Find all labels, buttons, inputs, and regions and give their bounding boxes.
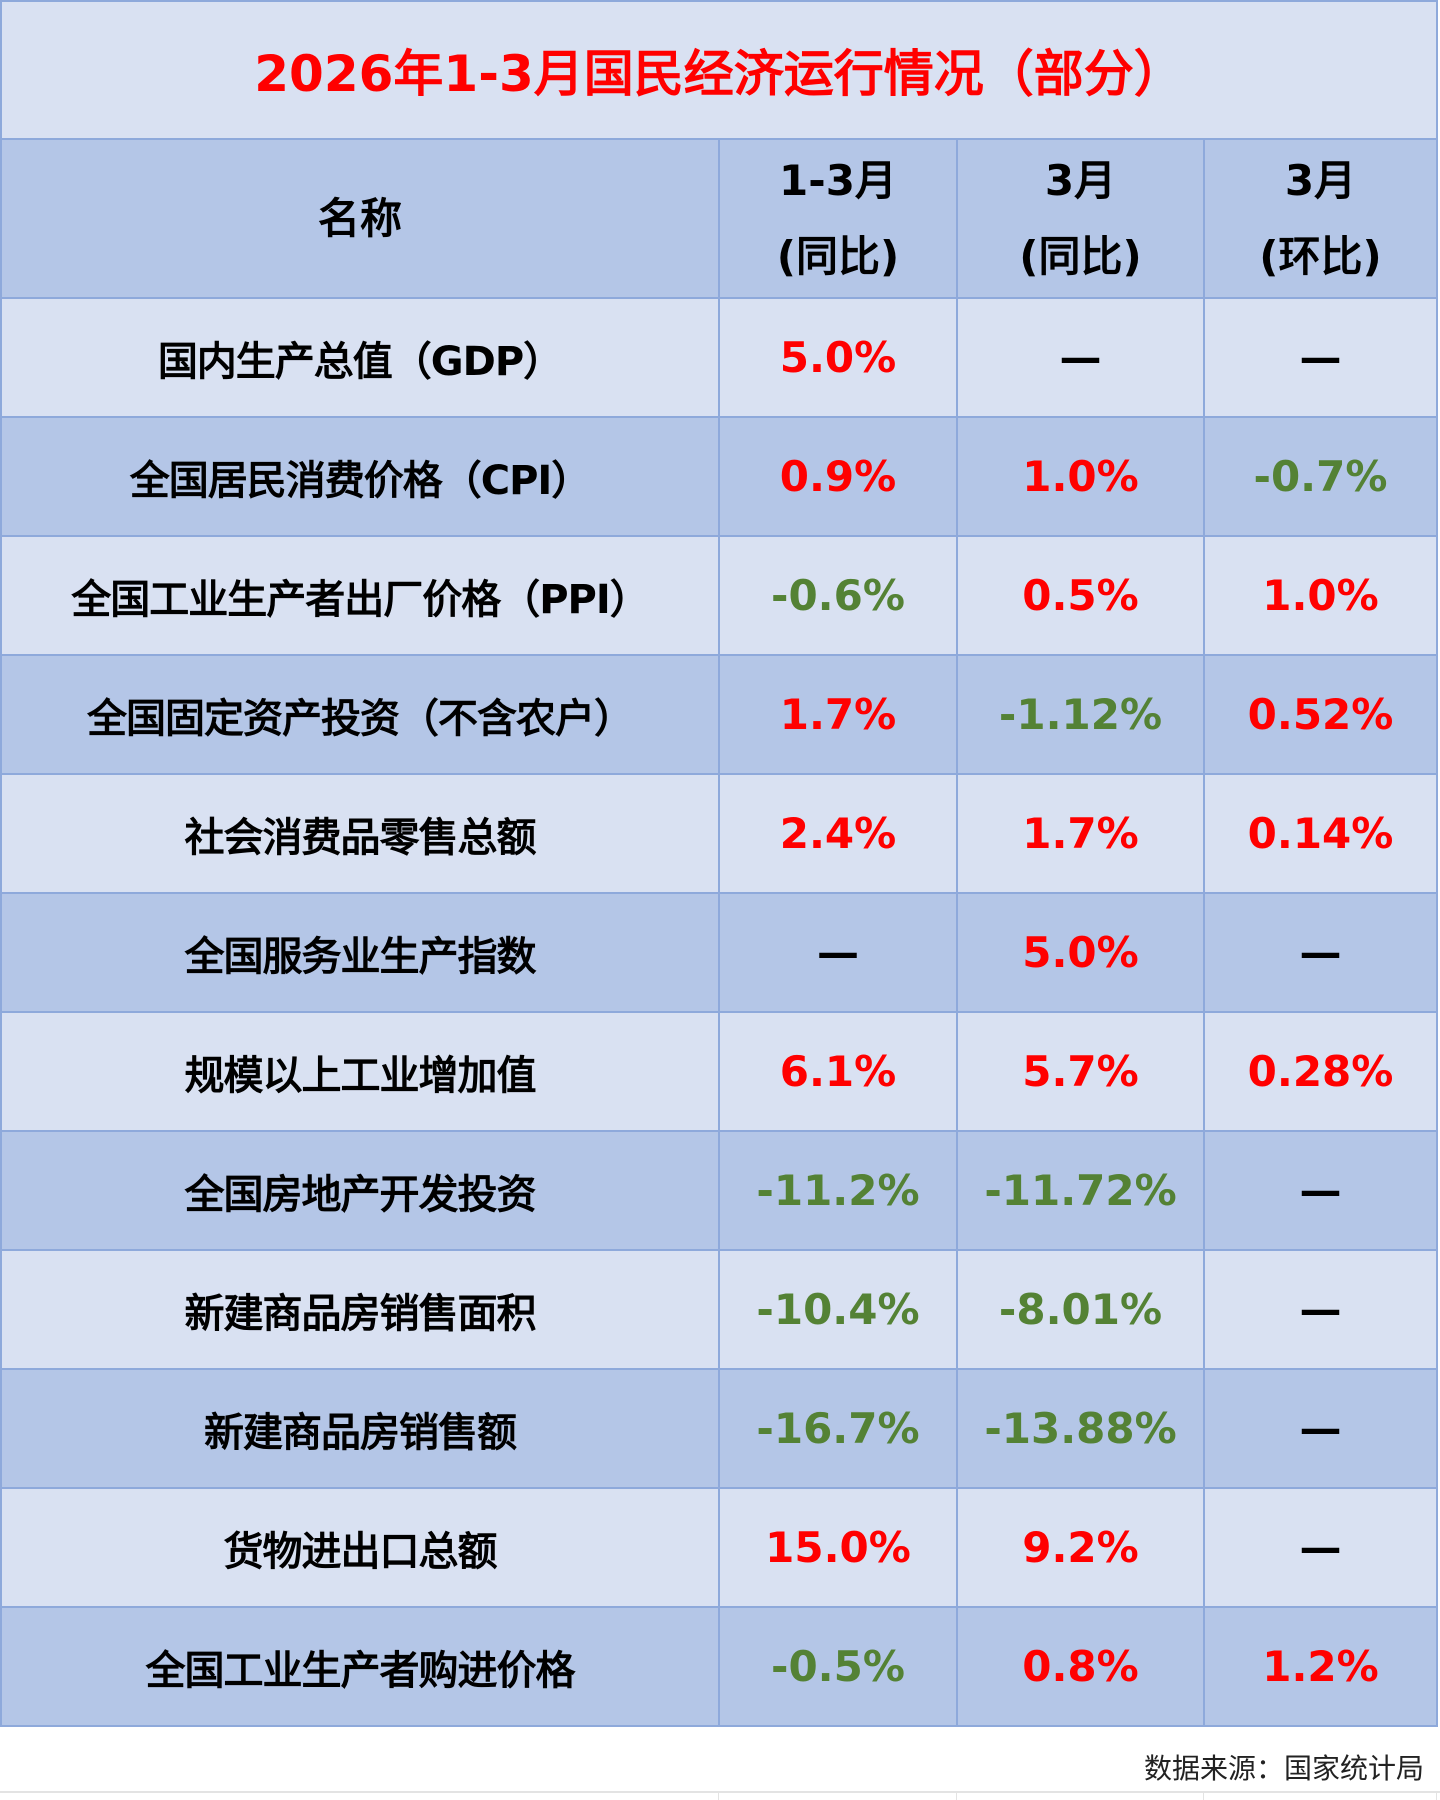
header-name: 名称 <box>0 138 720 299</box>
value-mar-yoy: -1.12% <box>956 654 1205 775</box>
table-row: 全国工业生产者出厂价格（PPI） -0.6% 0.5% 1.0% <box>0 535 1438 656</box>
value-mar-mom: — <box>1203 1368 1438 1489</box>
value-jan-mar-yoy: 1.7% <box>718 654 958 775</box>
indicator-name: 货物进出口总额 <box>0 1487 720 1608</box>
value-mar-yoy: 9.2% <box>956 1487 1205 1608</box>
value-jan-mar-yoy: -10.4% <box>718 1249 958 1370</box>
value-mar-mom: 1.2% <box>1203 1606 1438 1727</box>
footer: 数据来源：国家统计局 <box>0 1739 1436 1791</box>
value-mar-yoy: -11.72% <box>956 1130 1205 1251</box>
value-jan-mar-yoy: -11.2% <box>718 1130 958 1251</box>
table-row: 全国房地产开发投资 -11.2% -11.72% — <box>0 1130 1438 1251</box>
indicator-name: 社会消费品零售总额 <box>0 773 720 894</box>
header-mar-yoy: 3月 (同比) <box>956 138 1205 299</box>
value-jan-mar-yoy: 15.0% <box>718 1487 958 1608</box>
value-mar-mom: 0.52% <box>1203 654 1438 775</box>
value-jan-mar-yoy: -0.5% <box>718 1606 958 1727</box>
header-mar-mom: 3月 (环比) <box>1203 138 1438 299</box>
table-row: 规模以上工业增加值 6.1% 5.7% 0.28% <box>0 1011 1438 1132</box>
table-row: 新建商品房销售面积 -10.4% -8.01% — <box>0 1249 1438 1370</box>
value-jan-mar-yoy: 2.4% <box>718 773 958 894</box>
table-row: 货物进出口总额 15.0% 9.2% — <box>0 1487 1438 1608</box>
gridline <box>956 1793 957 1800</box>
value-jan-mar-yoy: 0.9% <box>718 416 958 537</box>
value-mar-mom: — <box>1203 1130 1438 1251</box>
header-row: 名称 1-3月 (同比) 3月 (同比) 3月 (环比) <box>0 138 1438 299</box>
value-jan-mar-yoy: — <box>718 892 958 1013</box>
header-jan-mar-yoy: 1-3月 (同比) <box>718 138 958 299</box>
value-jan-mar-yoy: -16.7% <box>718 1368 958 1489</box>
table-row: 国内生产总值（GDP） 5.0% — — <box>0 297 1438 418</box>
indicator-name: 全国工业生产者出厂价格（PPI） <box>0 535 720 656</box>
value-mar-mom: 0.14% <box>1203 773 1438 894</box>
gridline <box>1203 1793 1204 1800</box>
value-jan-mar-yoy: 6.1% <box>718 1011 958 1132</box>
header-line-2: (环比) <box>1259 231 1382 281</box>
indicator-name: 新建商品房销售面积 <box>0 1249 720 1370</box>
table-row: 全国工业生产者购进价格 -0.5% 0.8% 1.2% <box>0 1606 1438 1727</box>
table-row: 新建商品房销售额 -16.7% -13.88% — <box>0 1368 1438 1489</box>
indicator-name: 全国工业生产者购进价格 <box>0 1606 720 1727</box>
title-row: 2026年1-3月国民经济运行情况（部分） <box>0 0 1438 140</box>
value-mar-mom: — <box>1203 297 1438 418</box>
header-line-2: (同比) <box>1019 231 1142 281</box>
value-jan-mar-yoy: 5.0% <box>718 297 958 418</box>
value-mar-yoy: 1.0% <box>956 416 1205 537</box>
value-mar-mom: -0.7% <box>1203 416 1438 537</box>
indicator-name: 国内生产总值（GDP） <box>0 297 720 418</box>
table-body: 国内生产总值（GDP） 5.0% — — 全国居民消费价格（CPI） 0.9% … <box>0 297 1438 1727</box>
economy-stats-table: 2026年1-3月国民经济运行情况（部分） 名称 1-3月 (同比) 3月 (同… <box>0 0 1438 1727</box>
value-mar-yoy: 5.7% <box>956 1011 1205 1132</box>
header-line-2: (同比) <box>776 231 900 281</box>
value-mar-mom: — <box>1203 892 1438 1013</box>
header-line-1: 1-3月 <box>779 155 897 205</box>
data-source-note: 数据来源：国家统计局 <box>1143 1752 1424 1785</box>
value-mar-yoy: 0.5% <box>956 535 1205 656</box>
table-title: 2026年1-3月国民经济运行情况（部分） <box>0 0 1438 140</box>
gridline <box>1436 1793 1437 1800</box>
indicator-name: 新建商品房销售额 <box>0 1368 720 1489</box>
table-row: 社会消费品零售总额 2.4% 1.7% 0.14% <box>0 773 1438 894</box>
indicator-name: 全国固定资产投资（不含农户） <box>0 654 720 775</box>
value-mar-yoy: 0.8% <box>956 1606 1205 1727</box>
indicator-name: 全国服务业生产指数 <box>0 892 720 1013</box>
indicator-name: 规模以上工业增加值 <box>0 1011 720 1132</box>
indicator-name: 全国居民消费价格（CPI） <box>0 416 720 537</box>
value-mar-mom: 1.0% <box>1203 535 1438 656</box>
stats-sheet: 2026年1-3月国民经济运行情况（部分） 名称 1-3月 (同比) 3月 (同… <box>0 0 1438 1727</box>
value-jan-mar-yoy: -0.6% <box>718 535 958 656</box>
table-row: 全国居民消费价格（CPI） 0.9% 1.0% -0.7% <box>0 416 1438 537</box>
value-mar-yoy: 5.0% <box>956 892 1205 1013</box>
gridline <box>718 1793 719 1800</box>
value-mar-mom: — <box>1203 1249 1438 1370</box>
value-mar-yoy: 1.7% <box>956 773 1205 894</box>
value-mar-yoy: -8.01% <box>956 1249 1205 1370</box>
header-line-1: 3月 <box>1284 155 1357 205</box>
table-row: 全国固定资产投资（不含农户） 1.7% -1.12% 0.52% <box>0 654 1438 775</box>
empty-grid-below <box>0 1791 1440 1800</box>
value-mar-yoy: -13.88% <box>956 1368 1205 1489</box>
value-mar-mom: 0.28% <box>1203 1011 1438 1132</box>
indicator-name: 全国房地产开发投资 <box>0 1130 720 1251</box>
value-mar-yoy: — <box>956 297 1205 418</box>
header-line-1: 3月 <box>1044 155 1117 205</box>
value-mar-mom: — <box>1203 1487 1438 1608</box>
table-row: 全国服务业生产指数 — 5.0% — <box>0 892 1438 1013</box>
